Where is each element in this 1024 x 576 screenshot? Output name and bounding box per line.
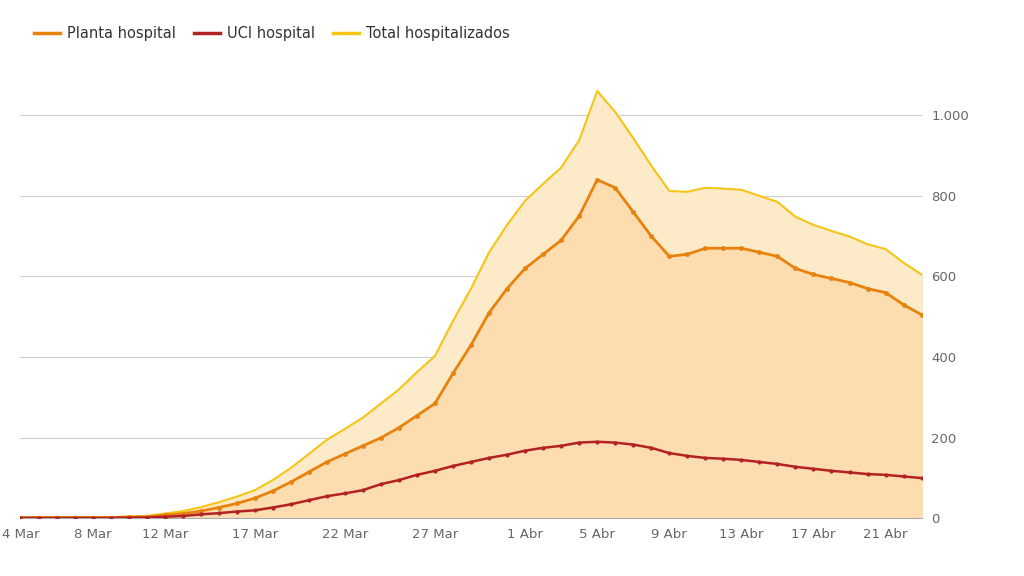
Legend: Planta hospital, UCI hospital, Total hospitalizados: Planta hospital, UCI hospital, Total hos…: [28, 20, 516, 47]
